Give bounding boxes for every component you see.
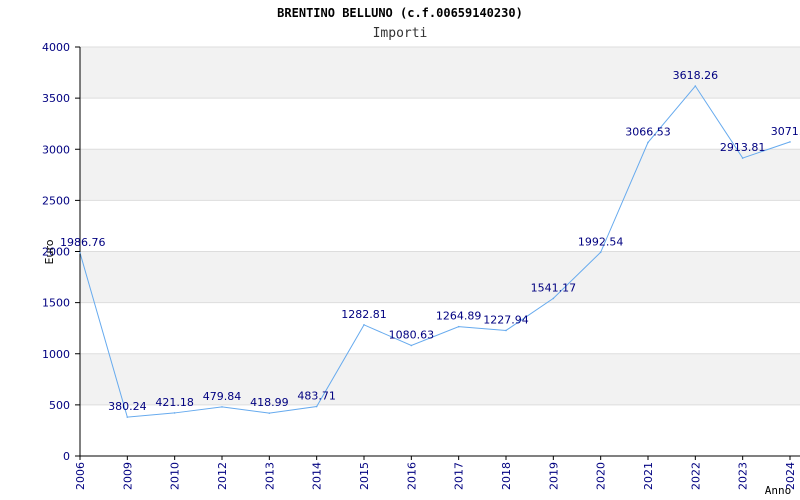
plot-band: [80, 149, 800, 201]
plot-band: [80, 353, 800, 405]
x-axis-label: Anno: [765, 484, 792, 497]
y-tick-label: 2000: [42, 246, 70, 259]
y-tick-label: 500: [49, 399, 70, 412]
data-point: [552, 297, 555, 300]
data-point: [410, 344, 413, 347]
x-tick-label: 2020: [595, 462, 608, 490]
data-label: 1227.94: [483, 313, 529, 326]
y-tick-label: 0: [63, 450, 70, 463]
plot-band: [80, 47, 800, 99]
x-tick-label: 2013: [263, 462, 276, 490]
data-point: [221, 406, 223, 408]
data-point: [363, 324, 365, 326]
plot-bands: [80, 47, 800, 405]
x-tick-label: 2023: [737, 462, 750, 490]
x-tick-label: 2016: [405, 462, 418, 490]
data-label: 1986.76: [60, 236, 106, 249]
data-label: 418.99: [250, 396, 289, 409]
x-tick-label: 2024: [784, 462, 797, 490]
data-point: [741, 157, 744, 159]
data-label: 483.71: [297, 390, 336, 403]
data-point: [599, 251, 602, 254]
x-tick-label: 2009: [121, 462, 134, 490]
data-label: 380.24: [108, 400, 147, 413]
data-label: 3618.26: [673, 69, 719, 82]
data-point: [79, 252, 81, 254]
data-label: 421.18: [155, 396, 194, 409]
y-tick-label: 4000: [42, 41, 70, 54]
data-point: [457, 325, 460, 328]
data-point: [505, 329, 507, 332]
y-tick-labels: 0 500 1000 1500 2000 2500 3000 3500 4000: [42, 41, 80, 463]
data-label: 1992.54: [578, 235, 624, 248]
grid-lines: [80, 46, 800, 457]
x-tick-label: 2017: [453, 462, 466, 490]
y-tick-label: 3500: [42, 92, 70, 105]
data-label: 1264.89: [436, 310, 482, 323]
y-tick-label: 1500: [42, 297, 70, 310]
data-label: 3066.53: [625, 125, 671, 138]
data-label: 1080.63: [389, 329, 435, 342]
chart-title: BRENTINO BELLUNO (c.f.00659140230): [277, 6, 523, 20]
x-tick-labels: 2006 2009 2010 2012 2013 2014 2015 2016 2017 2018…: [74, 456, 797, 490]
y-tick-label: 2500: [42, 194, 70, 207]
data-labels: 1986.76 380.24 421.18 479.84 418.99 483.71 128…: [60, 69, 800, 418]
x-tick-label: 2018: [500, 462, 513, 490]
x-tick-label: 2010: [169, 462, 182, 490]
data-point: [126, 416, 129, 418]
y-tick-label: 1000: [42, 348, 70, 361]
data-label: 479.84: [203, 390, 242, 403]
data-label: 2913.81: [720, 141, 766, 154]
data-label: 3071.9: [771, 125, 800, 138]
data-point: [173, 412, 176, 414]
data-point: [315, 405, 318, 408]
series-line: [79, 85, 791, 418]
plot-band: [80, 251, 800, 303]
x-tick-label: 2021: [642, 462, 655, 490]
x-tick-label: 2022: [689, 462, 702, 490]
x-tick-label: 2006: [74, 462, 87, 490]
y-tick-label: 3000: [42, 143, 70, 156]
data-label: 1282.81: [341, 308, 387, 321]
data-point: [268, 412, 271, 414]
x-tick-label: 2012: [216, 462, 229, 490]
x-tick-label: 2015: [358, 462, 371, 490]
x-tick-label: 2019: [547, 462, 560, 490]
x-tick-label: 2014: [311, 462, 324, 490]
y-axis-label: Euro: [43, 239, 56, 264]
data-point: [789, 141, 791, 143]
data-point: [647, 141, 649, 144]
data-label: 1541.17: [531, 281, 577, 294]
chart-subtitle: Importi: [373, 26, 428, 41]
data-point: [694, 85, 697, 87]
